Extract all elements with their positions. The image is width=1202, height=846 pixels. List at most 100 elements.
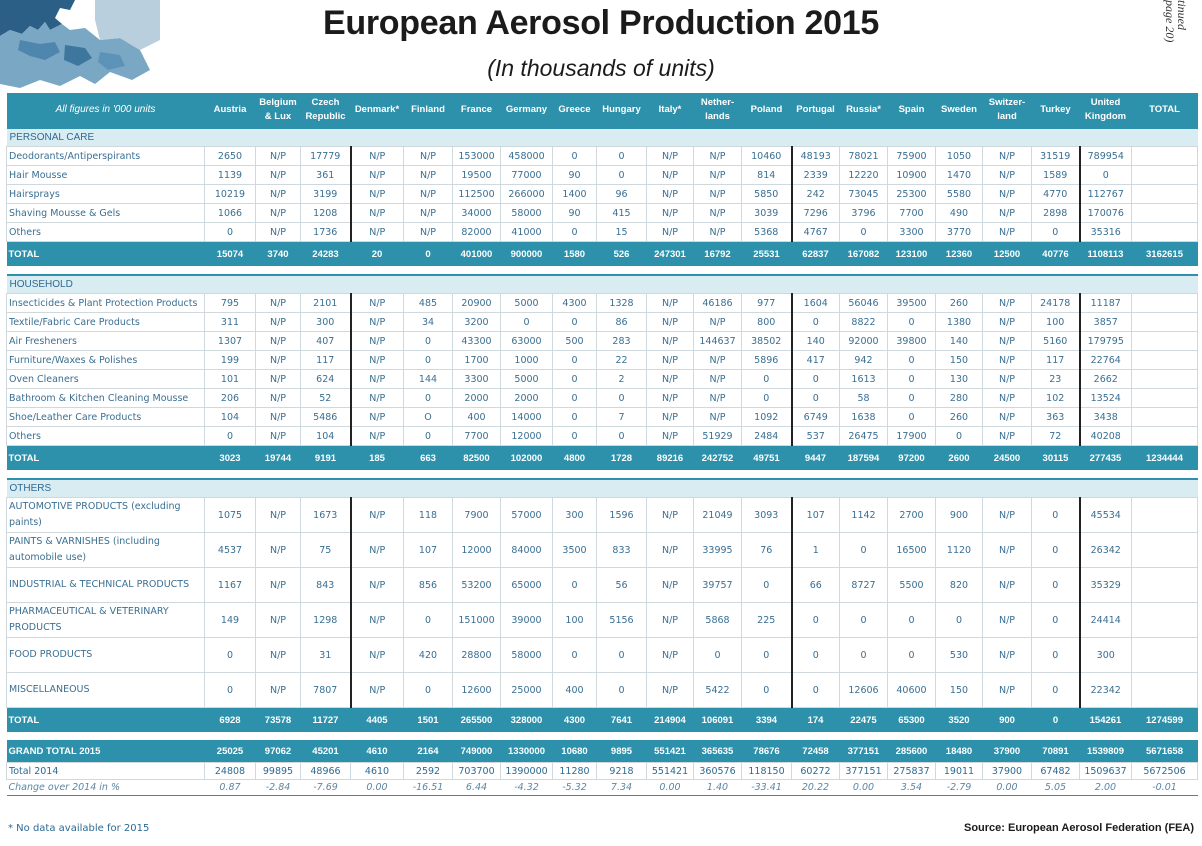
cell: 7700 xyxy=(452,426,501,446)
spacer-row xyxy=(6,266,1198,275)
cell: 814 xyxy=(741,165,793,185)
header-col-6: Germany xyxy=(500,93,553,128)
cell: 3162615 xyxy=(1131,241,1198,266)
cell: N/P xyxy=(350,312,404,332)
cell: 43300 xyxy=(452,331,501,351)
cell: 5868 xyxy=(693,602,742,638)
row-label: PAINTS & VARNISHES (including automobile… xyxy=(6,532,205,568)
cell: 117 xyxy=(300,350,352,370)
cell: N/P xyxy=(350,637,404,673)
cell: 0 xyxy=(741,388,793,408)
row-label: Others xyxy=(6,426,205,446)
cell: N/P xyxy=(255,312,301,332)
cell: 242 xyxy=(791,184,840,204)
cell: N/P xyxy=(255,637,301,673)
cell: 500 xyxy=(552,331,597,351)
row-label: INDUSTRIAL & TECHNICAL PRODUCTS xyxy=(6,567,205,603)
section-header: PERSONAL CARE xyxy=(6,127,1198,147)
cell: 1330000 xyxy=(500,740,553,763)
cell: 1736 xyxy=(300,222,352,242)
cell: 104 xyxy=(300,426,352,446)
cell: N/P xyxy=(350,184,404,204)
cell: 2662 xyxy=(1079,369,1132,389)
cell: N/P xyxy=(350,146,404,166)
section-title: OTHERS xyxy=(6,478,1198,498)
row-label: Others xyxy=(6,222,205,242)
cell: 112767 xyxy=(1079,184,1132,204)
cell: 19744 xyxy=(255,445,301,470)
cell: 843 xyxy=(300,567,352,603)
cell: N/P xyxy=(693,203,742,223)
cell: 14000 xyxy=(500,407,553,427)
cell: 99895 xyxy=(255,762,301,780)
section-total-row: TOTAL 3023 19744 9191 185 663 82500 102000 4800 1… xyxy=(6,445,1198,470)
table-row: Shoe/Leather Care Products 104 N/P 5486 N/P O… xyxy=(6,407,1198,427)
cell: O xyxy=(403,407,453,427)
cell: -16.51 xyxy=(403,779,453,796)
cell: 112500 xyxy=(452,184,501,204)
cell: N/P xyxy=(646,146,694,166)
cell: 1470 xyxy=(935,165,983,185)
cell: 7 xyxy=(596,407,647,427)
table-row: AUTOMOTIVE PRODUCTS (excluding paints) 10… xyxy=(6,497,1198,533)
cell: 0 xyxy=(552,407,597,427)
cell: 0 xyxy=(1031,602,1081,638)
cell: 3394 xyxy=(741,707,792,732)
grand-total-row: GRAND TOTAL 2015 25025 97062 45201 4610 2164 7… xyxy=(6,740,1198,763)
cell: N/P xyxy=(982,165,1032,185)
cell: N/P xyxy=(646,567,694,603)
cell: 123100 xyxy=(887,241,936,266)
cell: 1 xyxy=(791,532,840,568)
cell: N/P xyxy=(982,350,1032,370)
cell: 107 xyxy=(791,497,840,533)
spacer xyxy=(6,470,1198,479)
cell: 0 xyxy=(791,388,840,408)
cell: 60272 xyxy=(791,762,840,780)
cell: 84000 xyxy=(500,532,553,568)
cell: N/P xyxy=(646,388,694,408)
cell: 7296 xyxy=(791,203,840,223)
cell: N/P xyxy=(646,672,694,708)
cell: N/P xyxy=(403,165,453,185)
cell: 57000 xyxy=(500,497,553,533)
cell: 17900 xyxy=(887,426,936,446)
cell: 260 xyxy=(935,293,983,313)
cell: 49751 xyxy=(741,445,792,470)
cell: 1234444 xyxy=(1131,445,1198,470)
cell: 260 xyxy=(935,407,983,427)
cell: 0 xyxy=(887,312,936,332)
cell: 20.22 xyxy=(791,779,840,796)
cell: N/P xyxy=(646,369,694,389)
cell: 285600 xyxy=(887,740,936,763)
cell: 3200 xyxy=(452,312,501,332)
cell: 0 xyxy=(1031,567,1081,603)
cell: 4537 xyxy=(204,532,256,568)
cell: 73045 xyxy=(839,184,888,204)
cell xyxy=(1131,165,1198,185)
table-row: MISCELLANEOUS 0 N/P 7807 N/P 0 12600 25000 400 0 N… xyxy=(6,672,1198,708)
cell: 5000 xyxy=(500,369,553,389)
cell: 417 xyxy=(791,350,840,370)
cell: 19011 xyxy=(935,762,983,780)
table-row: Others 0 N/P 1736 N/P N/P 82000 41000 0 15 N/P N/P 5… xyxy=(6,222,1198,242)
cell: 56046 xyxy=(839,293,888,313)
cell: 2 xyxy=(596,369,647,389)
europe-map-image xyxy=(0,0,160,92)
cell: 1501 xyxy=(403,707,453,732)
cell: 144 xyxy=(403,369,453,389)
cell: N/P xyxy=(982,146,1032,166)
page-title: European Aerosol Production 2015 xyxy=(323,4,879,42)
cell: 16500 xyxy=(887,532,936,568)
cell xyxy=(1131,388,1198,408)
cell: N/P xyxy=(982,672,1032,708)
cell: 22 xyxy=(596,350,647,370)
cell: 1208 xyxy=(300,203,352,223)
cell: 100 xyxy=(1031,312,1081,332)
cell: N/P xyxy=(982,369,1032,389)
cell: N/P xyxy=(255,532,301,568)
cell: 75900 xyxy=(887,146,936,166)
cell: N/P xyxy=(982,567,1032,603)
cell: 66 xyxy=(791,567,840,603)
cell: 0 xyxy=(204,426,256,446)
cell: 19500 xyxy=(452,165,501,185)
